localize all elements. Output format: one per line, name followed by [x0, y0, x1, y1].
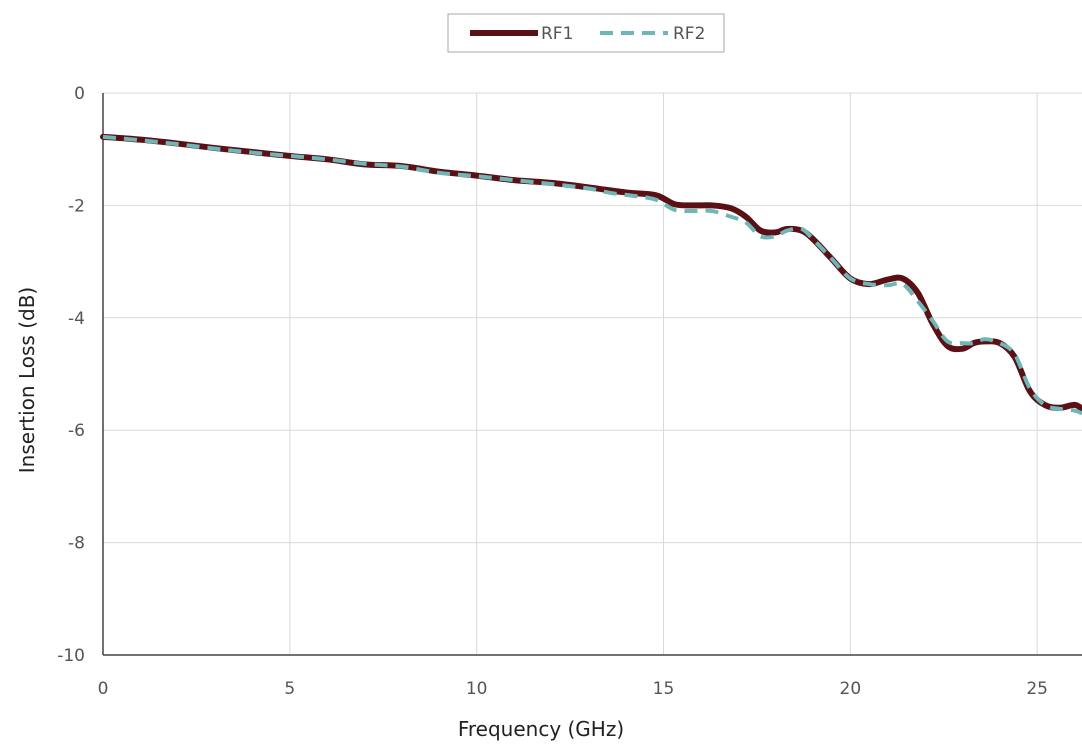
y-tick-label: -10: [57, 646, 85, 666]
series-line-rf2: [102, 134, 1082, 416]
x-axis-title: Frequency (GHz): [458, 717, 624, 741]
y-axis-title: Insertion Loss (dB): [15, 287, 39, 473]
y-tick-label: 0: [74, 84, 85, 104]
x-tick-label: 0: [98, 679, 109, 699]
x-tick-label: 5: [284, 679, 295, 699]
y-tick-label: -6: [68, 421, 85, 441]
legend-label-rf2: RF2: [673, 24, 705, 44]
series-line-rf1: [100, 133, 1082, 412]
x-tick-label: 10: [466, 679, 488, 699]
x-tick-label: 15: [653, 679, 675, 699]
axes: [102, 93, 1082, 656]
tick-labels: 0 -2 -4 -6 -8 -10 0 5 10 15 20 25: [57, 84, 1048, 699]
y-tick-label: -2: [68, 196, 85, 216]
legend-label-rf1: RF1: [541, 24, 573, 44]
x-tick-label: 20: [840, 679, 862, 699]
y-tick-label: -8: [68, 534, 85, 554]
x-tick-label: 25: [1026, 679, 1048, 699]
grid: [103, 92, 1082, 656]
legend: RF1 RF2: [447, 13, 725, 53]
y-tick-label: -4: [68, 309, 85, 329]
series-group: [100, 133, 1082, 416]
